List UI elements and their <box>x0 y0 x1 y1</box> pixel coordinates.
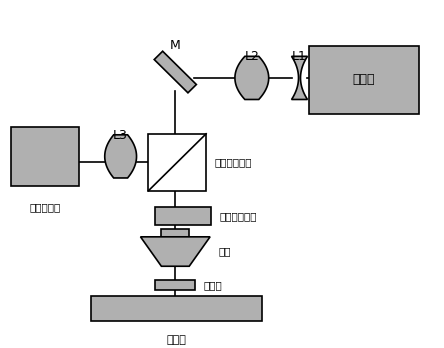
Bar <box>309 46 419 114</box>
Polygon shape <box>292 56 307 100</box>
Text: L2: L2 <box>244 50 259 63</box>
Text: L3: L3 <box>113 129 128 142</box>
Bar <box>155 280 195 290</box>
Bar <box>155 207 211 225</box>
Polygon shape <box>140 237 210 266</box>
Text: 物镜: 物镜 <box>218 246 230 256</box>
Text: 激光器: 激光器 <box>353 73 375 86</box>
Bar <box>161 229 189 237</box>
Text: 位移台: 位移台 <box>166 335 186 345</box>
Polygon shape <box>235 56 269 100</box>
Text: 四分之一波片: 四分之一波片 <box>219 211 257 221</box>
Text: M: M <box>170 39 181 52</box>
Text: 蓝宝石: 蓝宝石 <box>203 280 222 290</box>
Bar <box>12 127 79 186</box>
Bar <box>91 296 262 321</box>
Bar <box>148 134 206 191</box>
Text: 偏振分光棱镜: 偏振分光棱镜 <box>214 157 252 167</box>
Text: L1: L1 <box>292 50 307 63</box>
Polygon shape <box>154 51 196 93</box>
Polygon shape <box>105 135 136 178</box>
Text: 图像传感器: 图像传感器 <box>29 203 61 212</box>
